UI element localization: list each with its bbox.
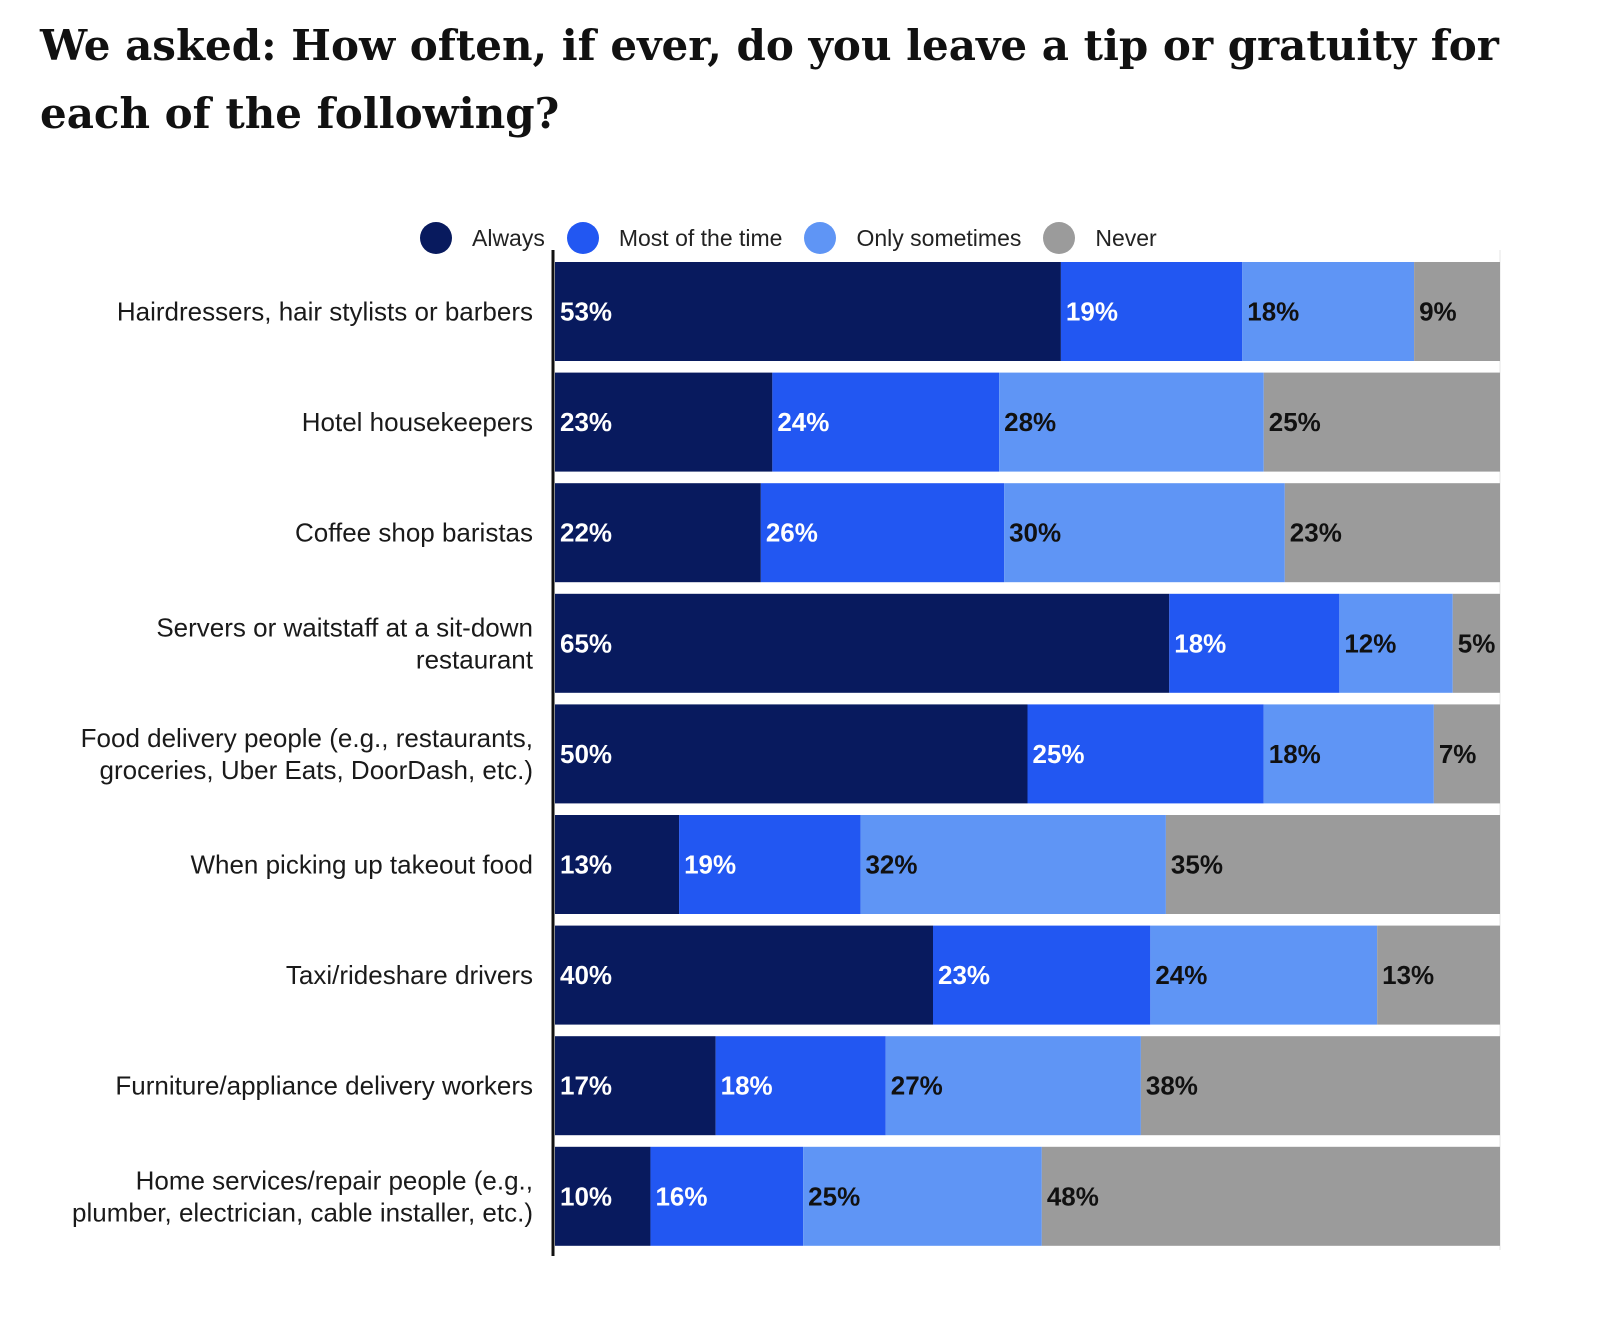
data-label: 12% — [1344, 628, 1396, 658]
bar-segment-most-of-the-time — [760, 483, 1005, 583]
data-label: 53% — [560, 297, 612, 327]
bar-segment-never — [1140, 1036, 1500, 1136]
data-label: 23% — [938, 960, 990, 990]
chart-title: We asked: How often, if ever, do you lea… — [40, 21, 1499, 138]
bar-segment-most-of-the-time — [1027, 704, 1264, 804]
bar-segment-always — [555, 704, 1028, 804]
bar-segment-only-sometimes — [1339, 593, 1453, 693]
bar-segment-only-sometimes — [1263, 704, 1434, 804]
bar-segment-only-sometimes — [860, 815, 1166, 914]
legend-item-0: Always — [420, 222, 545, 254]
data-label: 13% — [560, 850, 612, 880]
bar-segment-only-sometimes — [1150, 925, 1378, 1025]
legend-swatch — [1043, 222, 1076, 254]
category-label: Food delivery people (e.g., restaurants,… — [81, 723, 533, 785]
data-label: 18% — [721, 1071, 773, 1101]
data-label: 17% — [560, 1071, 612, 1101]
data-label: 48% — [1047, 1181, 1099, 1211]
data-label: 18% — [1247, 297, 1299, 327]
chart-legend: Always Most of the time Only sometimes Neve… — [420, 220, 1179, 256]
data-label: 24% — [777, 407, 829, 437]
bar-segment-most-of-the-time — [715, 1036, 886, 1136]
bar-segment-always — [555, 1146, 651, 1246]
bar-segment-never — [1433, 704, 1500, 804]
data-label: 19% — [1066, 297, 1118, 327]
bar-segment-only-sometimes — [803, 1146, 1042, 1246]
data-label: 10% — [560, 1181, 612, 1211]
legend-label: Only sometimes — [856, 224, 1022, 251]
bar-segment-always — [555, 483, 761, 583]
data-label: 23% — [1290, 518, 1342, 548]
data-label: 9% — [1419, 297, 1457, 327]
data-label: 26% — [766, 518, 818, 548]
data-label: 23% — [560, 407, 612, 437]
data-label: 65% — [560, 628, 612, 658]
data-label: 18% — [1174, 628, 1226, 658]
bar-segment-most-of-the-time — [1169, 593, 1340, 693]
data-label: 35% — [1171, 850, 1223, 880]
data-label: 24% — [1155, 960, 1207, 990]
bar-segment-never — [1263, 372, 1500, 472]
bar-segment-never — [1284, 483, 1500, 583]
data-label: 22% — [560, 518, 612, 548]
legend-label: Never — [1095, 224, 1157, 251]
data-label: 19% — [684, 850, 736, 880]
bar-segment-always — [555, 1036, 716, 1136]
data-label: 13% — [1382, 960, 1434, 990]
data-label: 5% — [1458, 628, 1496, 658]
data-label: 50% — [560, 739, 612, 769]
bar-segment-most-of-the-time — [679, 815, 861, 914]
data-label: 38% — [1146, 1071, 1198, 1101]
category-label: Taxi/rideshare drivers — [286, 960, 533, 990]
data-label: 7% — [1439, 739, 1477, 769]
data-label: 16% — [655, 1181, 707, 1211]
data-label: 40% — [560, 960, 612, 990]
bar-segment-only-sometimes — [999, 372, 1264, 472]
bar-segment-most-of-the-time — [772, 372, 1000, 472]
bar-segment-never — [1377, 925, 1500, 1025]
bar-segment-always — [555, 593, 1170, 693]
category-label: Servers or waitstaff at a sit-down restau… — [156, 612, 533, 674]
category-label: Furniture/appliance delivery workers — [115, 1071, 533, 1101]
data-label: 32% — [865, 850, 917, 880]
data-label: 25% — [1033, 739, 1085, 769]
category-label: Hairdressers, hair stylists or barbers — [117, 297, 533, 327]
bar-segment-never — [1165, 815, 1500, 914]
bar-segment-most-of-the-time — [650, 1146, 804, 1246]
category-label: Home services/repair people (e.g., plumbe… — [72, 1165, 533, 1227]
legend-item-3: Never — [1043, 222, 1157, 254]
legend-item-2: Only sometimes — [804, 222, 1021, 254]
legend-label: Most of the time — [618, 224, 783, 251]
category-label: When picking up takeout food — [190, 850, 533, 880]
data-label: 25% — [808, 1181, 860, 1211]
bar-segment-always — [555, 262, 1061, 361]
data-label: 27% — [891, 1071, 943, 1101]
bar-segment-only-sometimes — [1004, 483, 1285, 583]
data-label: 28% — [1004, 407, 1056, 437]
bar-segment-never — [1452, 593, 1500, 693]
bar-segment-always — [555, 925, 933, 1025]
bar-segment-never — [1041, 1146, 1500, 1246]
bar-segment-only-sometimes — [1242, 262, 1415, 361]
legend-swatch — [566, 222, 599, 254]
bar-segment-only-sometimes — [885, 1036, 1141, 1136]
data-label: 18% — [1269, 739, 1321, 769]
legend-swatch — [420, 222, 452, 254]
category-label: Hotel housekeepers — [302, 407, 533, 437]
bar-segment-most-of-the-time — [1060, 262, 1243, 361]
bar-segment-most-of-the-time — [933, 925, 1151, 1025]
bar-segment-always — [555, 372, 773, 472]
legend-item-1: Most of the time — [566, 222, 783, 254]
data-label: 30% — [1009, 518, 1061, 548]
bar-segment-never — [1414, 262, 1500, 361]
data-label: 25% — [1269, 407, 1321, 437]
bar-segment-always — [555, 815, 680, 914]
legend-swatch — [804, 222, 837, 254]
legend-label: Always — [472, 224, 545, 251]
category-label: Coffee shop baristas — [295, 518, 533, 548]
